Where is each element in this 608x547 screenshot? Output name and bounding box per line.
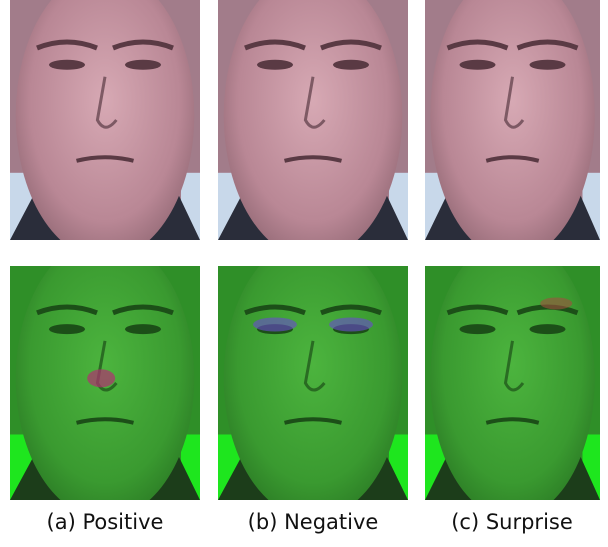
face-image [425, 0, 600, 259]
image-content [10, 238, 200, 519]
eye [125, 324, 161, 334]
eye [49, 60, 85, 70]
eye [49, 324, 85, 334]
eye [530, 324, 566, 334]
image-grid [10, 0, 600, 519]
eye [460, 324, 496, 334]
eye [460, 60, 496, 70]
eye [257, 60, 293, 70]
caption: (b) Negative [248, 510, 379, 534]
image-content [425, 238, 600, 519]
face-image [425, 238, 600, 519]
caption: (c) Surprise [451, 510, 573, 534]
image-content [218, 238, 408, 519]
image-content [218, 0, 408, 259]
highlight [540, 297, 572, 309]
figure: (a) Positive (b) Negative (c) Surprise [0, 0, 608, 547]
image-content [10, 0, 200, 259]
face-image [10, 238, 200, 519]
highlight [87, 369, 115, 387]
face [430, 238, 595, 519]
eye [333, 60, 369, 70]
caption: (a) Positive [47, 510, 164, 534]
eye [530, 60, 566, 70]
image-content [425, 0, 600, 259]
highlight [253, 318, 297, 332]
face-image [218, 0, 408, 259]
face-image [10, 0, 200, 259]
eye [125, 60, 161, 70]
face-image [218, 238, 408, 519]
face [224, 238, 403, 519]
highlight [329, 318, 373, 332]
